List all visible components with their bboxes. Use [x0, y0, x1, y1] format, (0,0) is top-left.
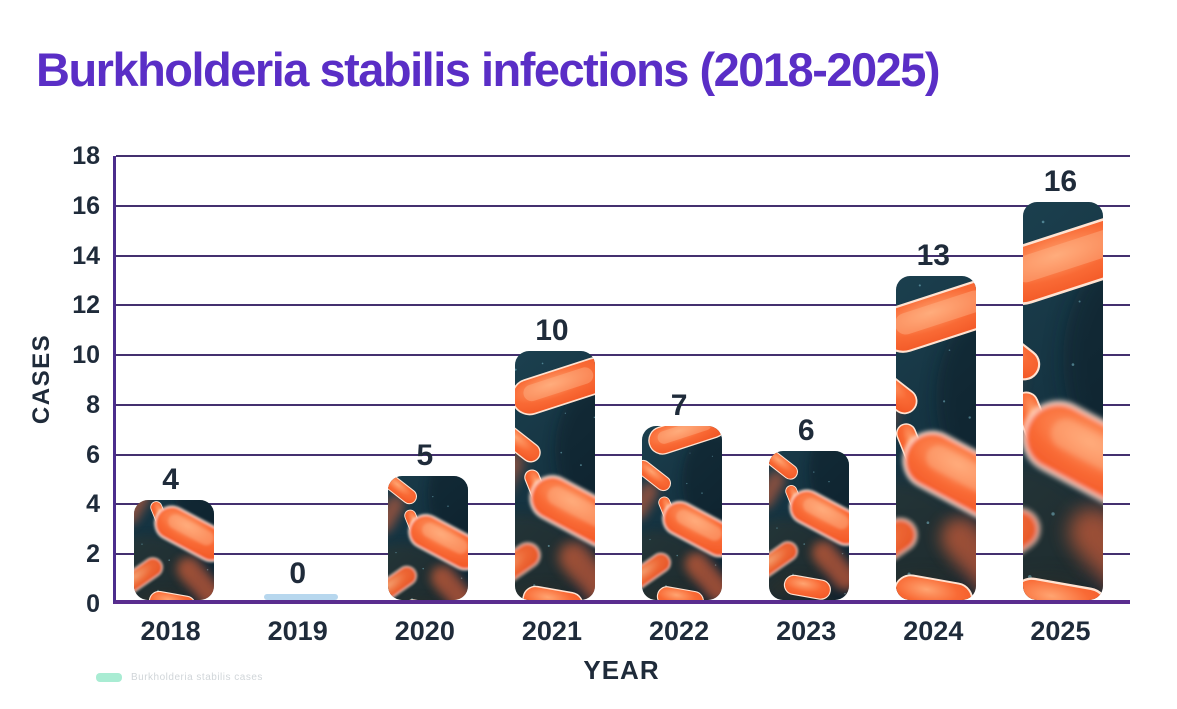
bar-2025: [1023, 202, 1103, 600]
bar-2022: [642, 426, 722, 600]
y-tick-label: 10: [72, 341, 100, 370]
x-tick-label: 2024: [903, 616, 964, 646]
x-tick-label: 2019: [267, 616, 328, 646]
legend-label: Burkholderia stabilis cases: [131, 672, 263, 683]
plot-area: [113, 155, 1130, 604]
gridline: [116, 204, 1130, 207]
legend-swatch: [96, 673, 122, 682]
gridline: [116, 503, 1130, 506]
y-tick-label: 6: [86, 440, 100, 469]
bar-2024: [896, 276, 976, 600]
x-tick-label: 2021: [521, 616, 582, 646]
bar-value-label: 10: [535, 314, 569, 348]
gridline: [116, 155, 1130, 157]
page-title: Burkholderia stabilis infections (2018-2…: [36, 43, 941, 96]
bar-2023: [769, 451, 849, 600]
y-tick-label: 2: [86, 540, 100, 569]
x-tick-label: 2022: [649, 616, 710, 646]
y-tick-label: 4: [86, 490, 100, 519]
x-tick-label: 2020: [394, 616, 455, 646]
y-tick-label: 8: [86, 390, 100, 419]
gridline: [116, 403, 1130, 406]
bar-value-label: 5: [416, 438, 434, 472]
x-tick-label: 2023: [776, 616, 837, 646]
bar-2021: [515, 351, 595, 600]
gridline: [116, 553, 1130, 556]
bar-value-label: 4: [162, 463, 179, 497]
legend: Burkholderia stabilis cases: [96, 672, 263, 683]
gridline: [116, 254, 1130, 257]
y-tick-label: 0: [86, 590, 100, 618]
y-tick-label: 14: [72, 241, 100, 270]
y-tick-label: 16: [72, 191, 100, 220]
y-tick-label: 18: [72, 142, 100, 170]
x-tick-label: 2018: [140, 616, 201, 646]
y-tick-label: 12: [72, 291, 100, 320]
bar-2020: [388, 476, 468, 600]
gridline: [116, 453, 1130, 456]
bar-value-label: 6: [797, 413, 815, 447]
bar-value-label: 13: [916, 239, 950, 273]
bar-2018: [134, 500, 214, 600]
x-tick-label: 2025: [1030, 616, 1091, 646]
bar-value-label: 7: [670, 388, 688, 422]
gridline: [116, 354, 1130, 357]
bar-value-label: 0: [289, 557, 307, 590]
bar-value-label: 16: [1043, 164, 1078, 198]
gridline: [116, 304, 1130, 307]
bar-2019: [263, 594, 338, 600]
x-axis-label: YEAR: [583, 655, 660, 685]
